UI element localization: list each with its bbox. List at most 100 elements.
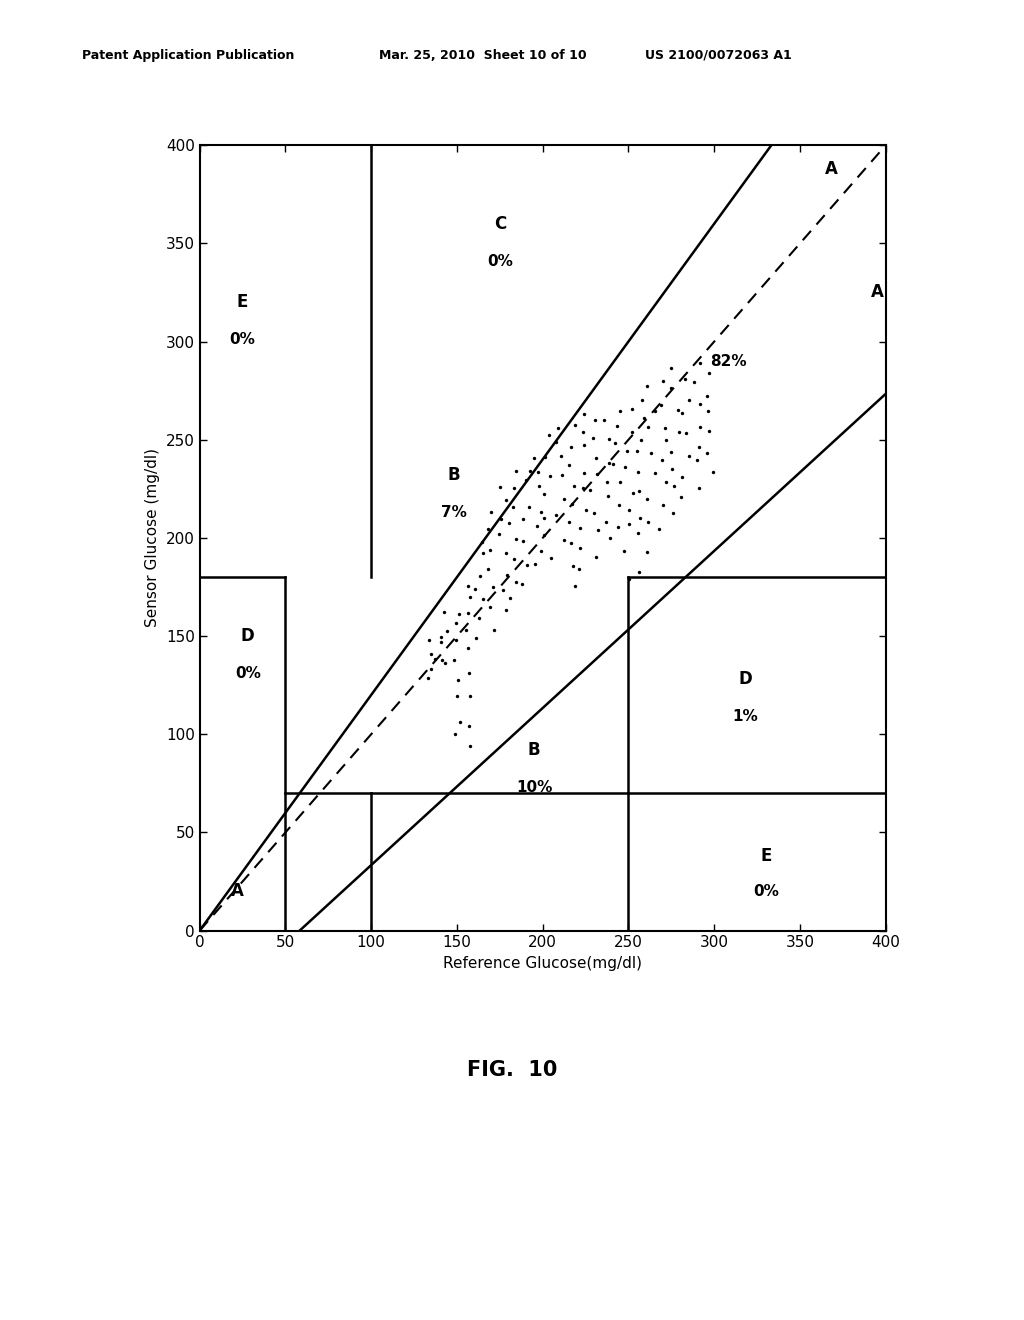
Point: [705, 461, 721, 482]
Point: [640, 511, 656, 532]
Point: [420, 668, 436, 689]
Point: [434, 649, 451, 671]
Point: [577, 434, 593, 455]
Point: [691, 437, 708, 458]
Text: 0%: 0%: [753, 884, 778, 899]
Point: [674, 466, 690, 487]
Point: [548, 504, 564, 525]
Point: [611, 495, 628, 516]
Point: [481, 539, 498, 560]
Point: [554, 465, 570, 486]
Point: [698, 442, 715, 463]
Point: [664, 442, 680, 463]
Point: [505, 496, 521, 517]
Point: [701, 420, 718, 441]
Point: [508, 529, 524, 550]
Point: [572, 517, 589, 539]
Point: [663, 378, 679, 399]
Point: [494, 508, 510, 529]
Point: [436, 652, 453, 673]
Point: [686, 372, 702, 393]
Point: [677, 368, 693, 389]
Point: [482, 502, 499, 523]
Text: D: D: [241, 627, 255, 645]
Point: [670, 400, 686, 421]
Point: [678, 422, 694, 444]
Point: [446, 649, 463, 671]
Point: [548, 432, 564, 453]
Point: [639, 541, 655, 562]
Point: [460, 576, 476, 597]
Point: [467, 578, 483, 599]
Point: [636, 407, 652, 428]
Point: [536, 525, 552, 546]
Point: [506, 478, 522, 499]
Point: [508, 572, 524, 593]
Text: 1%: 1%: [732, 709, 758, 725]
Point: [681, 445, 697, 466]
Point: [427, 648, 443, 669]
Point: [446, 723, 463, 744]
Text: C: C: [494, 215, 506, 232]
Point: [699, 400, 716, 421]
Point: [616, 541, 633, 562]
Point: [565, 475, 582, 496]
Point: [480, 519, 497, 540]
Point: [590, 519, 606, 540]
Point: [520, 496, 537, 517]
Text: E: E: [237, 293, 248, 312]
Point: [561, 454, 578, 475]
Point: [611, 471, 628, 492]
Text: D: D: [738, 671, 752, 688]
Point: [582, 479, 598, 500]
Point: [438, 620, 455, 642]
Point: [650, 519, 667, 540]
Point: [461, 715, 477, 737]
Point: [506, 549, 522, 570]
Point: [542, 465, 558, 486]
Point: [458, 619, 474, 640]
Point: [680, 389, 696, 411]
Point: [640, 417, 656, 438]
Text: B: B: [527, 741, 541, 759]
Point: [462, 685, 478, 706]
Point: [631, 480, 647, 502]
Point: [596, 409, 612, 430]
Point: [462, 735, 478, 756]
Point: [630, 523, 646, 544]
Point: [671, 421, 687, 442]
Text: US 2100/0072063 A1: US 2100/0072063 A1: [645, 49, 792, 62]
Point: [589, 463, 605, 484]
Point: [567, 414, 584, 436]
Text: E: E: [760, 847, 771, 865]
Point: [632, 507, 648, 528]
Text: 10%: 10%: [516, 780, 552, 795]
Point: [692, 416, 709, 437]
Point: [543, 548, 559, 569]
Point: [474, 532, 490, 553]
Point: [666, 475, 682, 496]
Point: [561, 511, 578, 532]
Point: [646, 462, 663, 483]
Point: [600, 484, 616, 506]
Point: [436, 602, 453, 623]
Point: [468, 627, 484, 648]
Point: [514, 573, 530, 594]
Point: [630, 462, 646, 483]
Point: [502, 587, 518, 609]
Point: [514, 510, 530, 531]
Point: [521, 461, 538, 482]
Point: [564, 494, 581, 515]
Point: [575, 478, 592, 499]
Point: [653, 449, 670, 470]
Point: [555, 488, 571, 510]
Point: [608, 416, 625, 437]
Point: [639, 488, 655, 510]
Point: [691, 352, 708, 374]
Point: [571, 537, 588, 558]
Point: [577, 463, 593, 484]
Point: [620, 441, 636, 462]
Point: [643, 442, 659, 463]
Point: [601, 528, 617, 549]
Point: [471, 609, 487, 630]
